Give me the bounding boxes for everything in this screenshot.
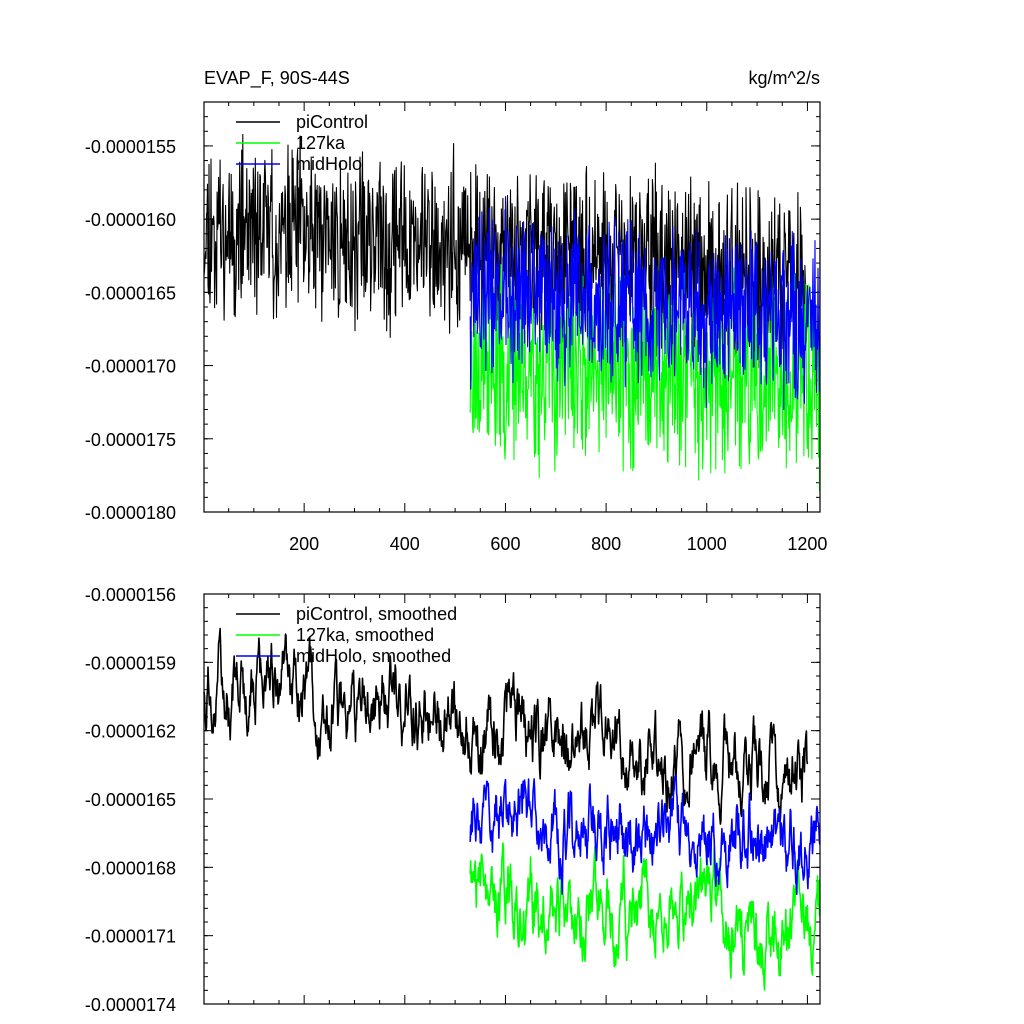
- y-tick-label: -0.0000174: [85, 995, 176, 1015]
- x-tick-label: 1200: [787, 534, 827, 554]
- y-tick-label: -0.0000175: [85, 430, 176, 450]
- series-line-midholo-smoothed: [469, 774, 821, 896]
- legend-label: midHolo, smoothed: [296, 646, 451, 666]
- y-tick-label: -0.0000171: [85, 927, 176, 947]
- series-line-picontrol-smoothed: [203, 627, 809, 825]
- series-line-127ka: [469, 264, 821, 492]
- y-tick-label: -0.0000159: [85, 653, 176, 673]
- legend-label: midHolo: [296, 154, 362, 174]
- series-line-127ka-smoothed: [469, 842, 821, 991]
- y-tick-label: -0.0000165: [85, 790, 176, 810]
- y-tick-label: -0.0000156: [85, 585, 176, 605]
- top-chart-title: EVAP_F, 90S-44S: [204, 68, 350, 89]
- y-tick-label: -0.0000165: [85, 283, 176, 303]
- bottom-chart-frame: [203, 593, 821, 1005]
- top-chart-frame: [203, 101, 821, 513]
- bottom-chart-panel: -0.0000156 -0.0000159 -0.0000162 -0.0000165…: [85, 585, 821, 1015]
- y-tick-label: -0.0000170: [85, 357, 176, 377]
- legend-label: piControl, smoothed: [296, 604, 457, 624]
- x-tick-label: 800: [591, 534, 621, 554]
- x-tick-label: 600: [490, 534, 520, 554]
- legend-label: piControl: [296, 112, 368, 132]
- y-tick-label: -0.0000180: [85, 503, 176, 523]
- y-tick-label: -0.0000162: [85, 722, 176, 742]
- y-tick-label: -0.0000168: [85, 858, 176, 878]
- legend-label: 127ka: [296, 133, 346, 153]
- series-line-midholo: [469, 196, 821, 411]
- top-chart-units: kg/m^2/s: [749, 68, 820, 88]
- y-tick-label: -0.0000160: [85, 210, 176, 230]
- x-tick-label: 400: [390, 534, 420, 554]
- top-chart-panel: EVAP_F, 90S-44S kg/m^2/s 200 400 600 800 100…: [85, 68, 828, 554]
- x-tick-label: 1000: [687, 534, 727, 554]
- x-tick-label: 200: [289, 534, 319, 554]
- y-tick-label: -0.0000155: [85, 137, 176, 157]
- legend-label: 127ka, smoothed: [296, 625, 434, 645]
